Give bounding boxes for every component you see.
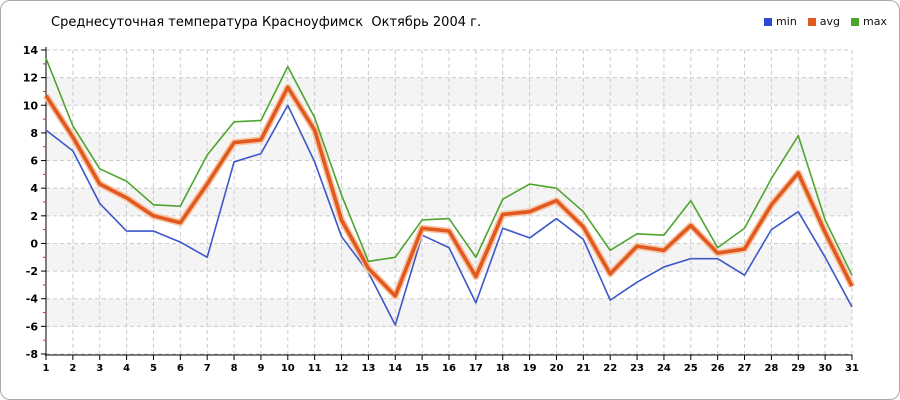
x-tick-label: 27 — [738, 363, 752, 374]
y-tick-label: 14 — [23, 44, 39, 57]
legend-item-avg[interactable]: avg — [807, 15, 841, 28]
legend-label-min: min — [776, 15, 797, 28]
y-tick-label: 10 — [23, 99, 39, 112]
x-tick-label: 24 — [657, 363, 671, 374]
x-tick-label: 16 — [442, 363, 456, 374]
x-tick-label: 12 — [335, 363, 349, 374]
x-tick-label: 31 — [845, 363, 859, 374]
y-tick-label: 2 — [30, 210, 38, 223]
x-tick-label: 9 — [257, 363, 264, 374]
y-tick-label: 4 — [30, 182, 38, 195]
x-tick-label: 1 — [43, 363, 50, 374]
x-tick-label: 13 — [361, 363, 375, 374]
legend-item-max[interactable]: max — [851, 15, 887, 28]
x-tick-label: 22 — [603, 363, 617, 374]
y-tick-label: -8 — [26, 348, 38, 361]
legend-label-avg: avg — [819, 15, 841, 28]
max-line — [45, 57, 853, 276]
y-tick-label: 12 — [23, 72, 38, 85]
avg-line — [44, 85, 854, 298]
y-tick-label: -4 — [26, 293, 39, 306]
y-tick-label: 0 — [30, 237, 38, 250]
x-tick-label: 4 — [123, 363, 130, 374]
y-tick-label: 6 — [30, 155, 38, 168]
x-tick-label: 26 — [711, 363, 725, 374]
min-line — [45, 104, 853, 326]
x-tick-label: 23 — [630, 363, 644, 374]
legend-item-min[interactable]: min — [764, 15, 797, 28]
x-tick-label: 10 — [281, 363, 295, 374]
x-tick-label: 15 — [415, 363, 429, 374]
x-tick-label: 20 — [550, 363, 564, 374]
legend-swatch-avg — [807, 17, 816, 26]
legend-swatch-max — [851, 17, 860, 26]
x-tick-label: 11 — [308, 363, 322, 374]
x-tick-label: 25 — [684, 363, 698, 374]
y-tick-label: -6 — [26, 320, 39, 333]
legend-swatch-min — [764, 17, 773, 26]
x-tick-label: 7 — [204, 363, 211, 374]
legend: min avg max — [764, 15, 887, 28]
x-tick-label: 21 — [576, 363, 590, 374]
legend-label-max: max — [863, 15, 887, 28]
y-tick-label: 8 — [30, 127, 38, 140]
x-tick-label: 14 — [388, 363, 402, 374]
x-tick-label: 17 — [469, 363, 483, 374]
y-tick-label: -2 — [26, 265, 38, 278]
x-tick-label: 5 — [150, 363, 157, 374]
x-tick-label: 28 — [764, 363, 778, 374]
x-tick-label: 19 — [523, 363, 537, 374]
x-tick-label: 30 — [818, 363, 832, 374]
x-tick-label: 3 — [96, 363, 103, 374]
chart-title: Среднесуточная температура Красноуфимск … — [51, 15, 482, 30]
x-tick-label: 8 — [231, 363, 238, 374]
x-tick-label: 29 — [791, 363, 805, 374]
x-tick-label: 18 — [496, 363, 510, 374]
x-tick-label: 2 — [69, 363, 76, 374]
x-tick-label: 6 — [177, 363, 184, 374]
